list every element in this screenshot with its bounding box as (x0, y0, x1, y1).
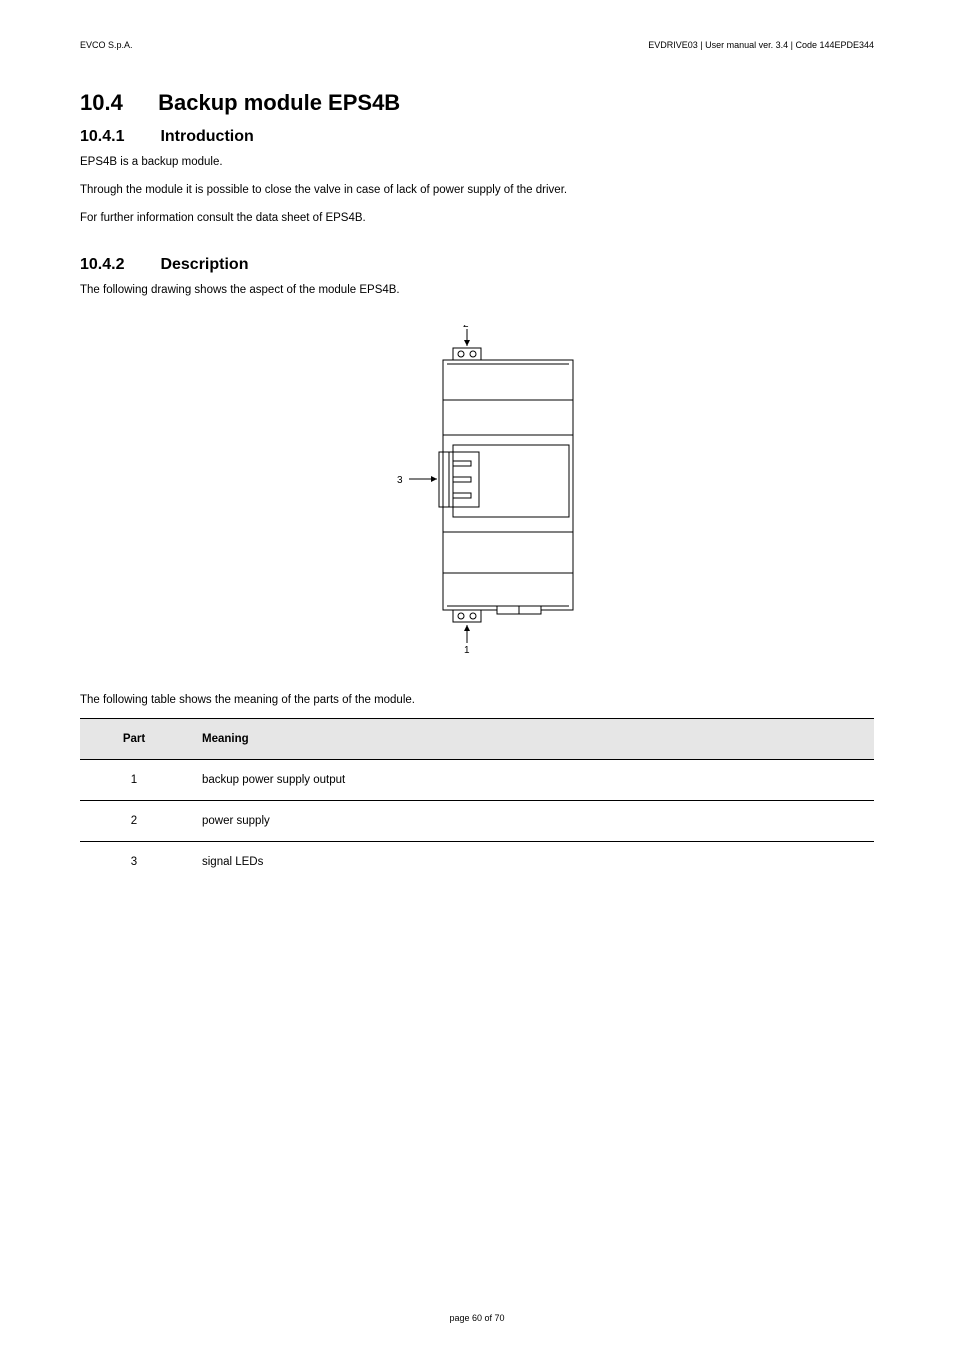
subsection-number: 10.4.2 (80, 256, 156, 274)
svg-text:2: 2 (463, 325, 469, 330)
page-footer: page 60 of 70 (0, 1313, 954, 1323)
svg-text:3: 3 (397, 475, 403, 486)
table-cell-part: 3 (80, 842, 188, 883)
section-number: 10.4 (80, 90, 152, 116)
paragraph: Through the module it is possible to clo… (80, 180, 874, 202)
table-row: 2 power supply (80, 801, 874, 842)
section-heading: 10.4 Backup module EPS4B (80, 90, 874, 116)
subsection-heading-intro: 10.4.1 Introduction (80, 128, 874, 146)
table-cell-part: 2 (80, 801, 188, 842)
page-header: EVCO S.p.A. EVDRIVE03 | User manual ver.… (80, 40, 874, 50)
subsection-title: Description (160, 256, 248, 273)
section-title: Backup module EPS4B (158, 90, 400, 115)
table-cell-part: 1 (80, 760, 188, 801)
paragraph: For further information consult the data… (80, 208, 874, 230)
paragraph: The following drawing shows the aspect o… (80, 280, 874, 302)
svg-text:1: 1 (464, 645, 470, 656)
subsection-title: Introduction (160, 128, 253, 145)
table-header-meaning: Meaning (188, 719, 874, 760)
module-diagram: 2 3 1 (80, 325, 874, 662)
header-left: EVCO S.p.A. (80, 40, 133, 50)
table-header-part: Part (80, 719, 188, 760)
subsection-heading-description: 10.4.2 Description (80, 256, 874, 274)
table-cell-meaning: backup power supply output (188, 760, 874, 801)
table-cell-meaning: signal LEDs (188, 842, 874, 883)
paragraph: EPS4B is a backup module. (80, 152, 874, 174)
table-row: 3 signal LEDs (80, 842, 874, 883)
table-cell-meaning: power supply (188, 801, 874, 842)
header-right: EVDRIVE03 | User manual ver. 3.4 | Code … (648, 40, 874, 50)
subsection-number: 10.4.1 (80, 128, 156, 146)
table-intro: The following table shows the meaning of… (80, 690, 874, 712)
table-row: 1 backup power supply output (80, 760, 874, 801)
parts-table: Part Meaning 1 backup power supply outpu… (80, 718, 874, 882)
module-diagram-svg: 2 3 1 (337, 325, 617, 657)
